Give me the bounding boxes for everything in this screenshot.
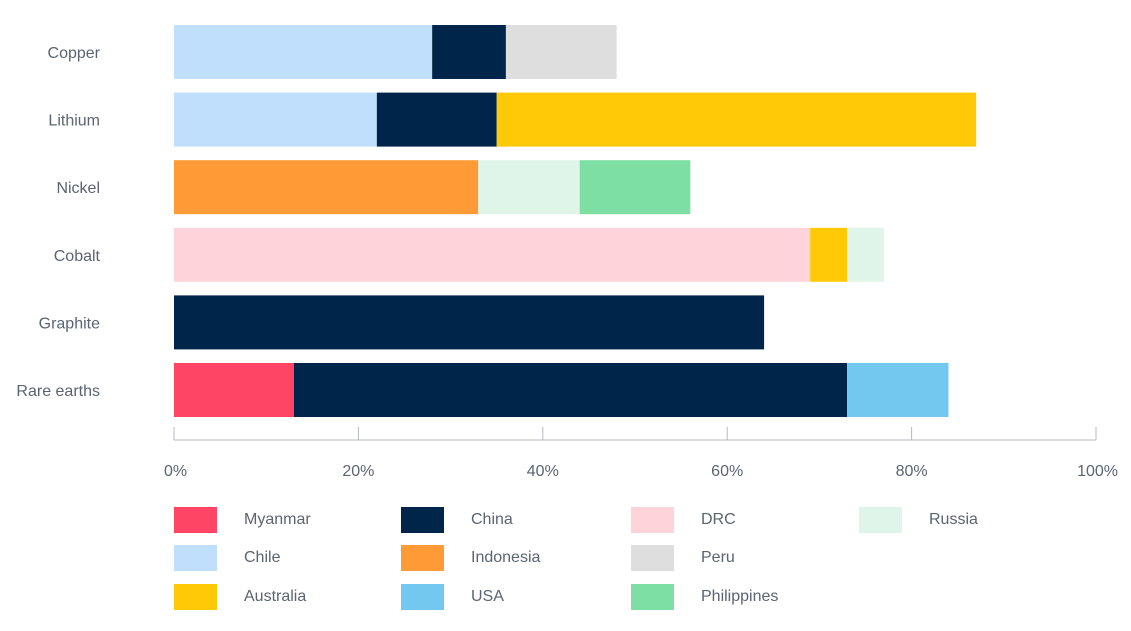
- legend-item-china: China: [401, 507, 513, 533]
- category-label: Graphite: [39, 315, 100, 332]
- legend-label: Australia: [244, 588, 307, 605]
- legend-item-indonesia: Indonesia: [401, 545, 540, 571]
- legend-swatch: [859, 507, 902, 533]
- legend-label: Indonesia: [471, 549, 541, 566]
- legend-swatch: [174, 584, 217, 610]
- category-label: Cobalt: [54, 248, 101, 265]
- legend-label: Philippines: [701, 588, 779, 605]
- x-tick-label: 100%: [1077, 463, 1118, 480]
- legend-swatch: [631, 584, 674, 610]
- x-tick-label: 60%: [711, 463, 743, 480]
- bar-segment-cobalt-australia: [810, 227, 848, 282]
- legend-swatch: [174, 507, 217, 533]
- legend-swatch: [401, 507, 444, 533]
- legend-label: USA: [471, 588, 504, 605]
- legend-item-usa: USA: [401, 584, 504, 610]
- x-tick-label: 40%: [527, 463, 559, 480]
- bar-segment-lithium-china: [376, 92, 497, 147]
- legend-item-drc: DRC: [631, 507, 736, 533]
- bar-segment-lithium-chile: [174, 92, 377, 147]
- legend-item-philippines: Philippines: [631, 584, 778, 610]
- x-tick-label: 20%: [342, 463, 374, 480]
- category-label: Nickel: [56, 180, 100, 197]
- x-tick-label: 80%: [896, 463, 928, 480]
- legend-label: DRC: [701, 511, 736, 528]
- legend-item-myanmar: Myanmar: [174, 507, 311, 533]
- bar-segment-copper-chile: [174, 25, 433, 79]
- legend-item-australia: Australia: [174, 584, 306, 610]
- bars-group: [174, 25, 977, 417]
- legend-item-peru: Peru: [631, 545, 735, 571]
- bar-segment-copper-china: [432, 25, 506, 79]
- legend-swatch: [631, 507, 674, 533]
- legend-item-russia: Russia: [859, 507, 978, 533]
- bar-segment-copper-peru: [505, 25, 617, 79]
- bar-segment-rare-earths-usa: [847, 363, 949, 417]
- category-labels: Copper Lithium Nickel Cobalt Graphite Rare ea…: [16, 45, 100, 400]
- bar-segment-graphite-china: [174, 295, 765, 350]
- legend-swatch: [631, 545, 674, 571]
- legend-swatch: [174, 545, 217, 571]
- bar-segment-nickel-philippines: [579, 160, 691, 215]
- bar-segment-cobalt-russia: [847, 227, 884, 282]
- legend: Myanmar China DRC Russia Chile Indonesia Peru A…: [174, 507, 1074, 627]
- category-label: Rare earths: [16, 383, 100, 400]
- legend-label: China: [471, 511, 513, 528]
- legend-item-chile: Chile: [174, 545, 280, 571]
- legend-label: Peru: [701, 549, 735, 566]
- legend-label: Russia: [929, 511, 978, 528]
- legend-label: Chile: [244, 549, 281, 566]
- bar-segment-nickel-indonesia: [174, 160, 479, 215]
- bar-segment-rare-earths-myanmar: [174, 363, 294, 417]
- x-axis: 0% 20% 40% 60% 80% 100%: [164, 427, 1118, 480]
- stacked-bar-chart: Copper Lithium Nickel Cobalt Graphite Rare ea…: [16, 25, 1118, 480]
- category-label: Lithium: [48, 113, 100, 130]
- bar-segment-nickel-russia: [478, 160, 580, 215]
- bar-segment-lithium-australia: [496, 92, 977, 147]
- legend-swatch: [401, 545, 444, 571]
- category-label: Copper: [48, 45, 101, 62]
- x-tick-label: 0%: [164, 463, 187, 480]
- bar-segment-rare-earths-china: [293, 363, 848, 417]
- bar-segment-cobalt-drc: [174, 227, 811, 282]
- legend-swatch: [401, 584, 444, 610]
- legend-label: Myanmar: [244, 511, 311, 528]
